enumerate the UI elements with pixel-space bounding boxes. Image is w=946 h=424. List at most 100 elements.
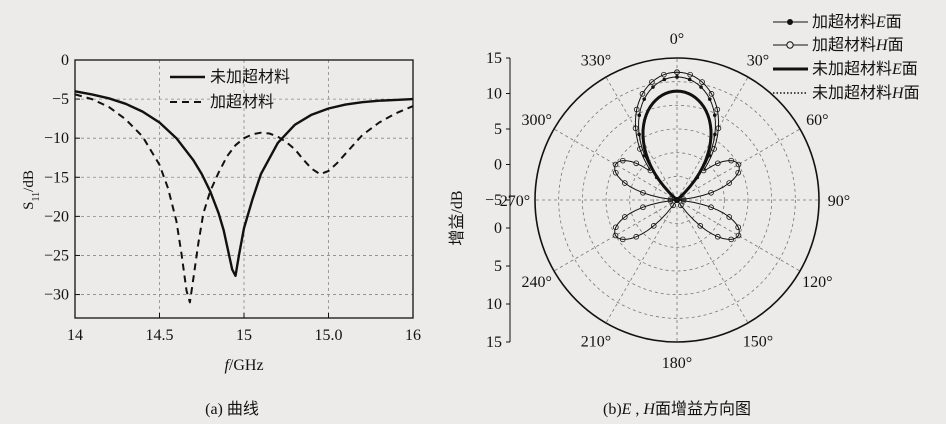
polar-angle-label: 270°: [500, 193, 530, 210]
polar-line-h-loaded-marker: [620, 236, 626, 243]
polar-line-h-loaded-marker: [613, 224, 619, 231]
polar-line-h-loaded-marker: [735, 232, 742, 239]
s11-ytick-label: −5: [52, 91, 69, 108]
polar-angle-label: 60°: [806, 112, 828, 129]
polar-line-h-loaded-marker: [613, 169, 619, 176]
s11-xlabel-unit: /GHz: [229, 357, 264, 374]
legend-h-loaded-letter: H: [875, 37, 889, 54]
legend-label-h-unloaded: 未加超材料H面: [812, 84, 920, 102]
polar-angle-label: 330°: [581, 53, 611, 70]
polar-angle-label: 120°: [802, 274, 832, 291]
polar-line-h-loaded-marker: [667, 196, 674, 203]
polar-series: [612, 69, 742, 243]
legend-e-unloaded-suffix: 面: [902, 61, 918, 78]
polar-line-h-loaded-marker: [715, 125, 722, 132]
polar-ring: [652, 175, 702, 225]
s11-xlabel-italic: f: [224, 357, 231, 374]
polar-line-e-loaded-marker: [713, 132, 717, 137]
polar-line-h-loaded-marker: [735, 224, 741, 231]
legend-label-h-loaded: 加超材料H面: [812, 36, 904, 54]
polar-line-e-loaded-marker: [675, 75, 679, 79]
polar-line-h-loaded-marker: [633, 160, 640, 167]
s11-xtick-label: 15.0: [315, 327, 343, 344]
legend-e-unloaded-prefix: 未加超材料: [812, 60, 892, 78]
s11-ticks: 14 14.5 15 15.0 16 0 −5 −10 −15 −20 −25 −30: [44, 52, 421, 344]
polar-line-h-loaded-marker: [670, 202, 676, 209]
polar-line-h-loaded-marker: [661, 71, 667, 78]
polar-radial-axis: 15 10 5 0 −5 0 5 10 15: [485, 50, 511, 351]
polar-radial-tick-label: 0: [494, 220, 502, 237]
legend-label-e-loaded: 加超材料E面: [812, 13, 902, 31]
polar-angle-label: 240°: [522, 274, 552, 291]
polar-line-h-loaded-marker: [640, 204, 646, 211]
polar-line-e-loaded-marker: [642, 97, 647, 101]
polar-line-h-loaded-marker: [726, 180, 733, 186]
legend-e-loaded-suffix: 面: [886, 14, 902, 31]
polar-angle-label: 90°: [828, 193, 850, 210]
polar-line-h-loaded-marker: [735, 161, 742, 168]
polar-line-h-loaded-marker: [650, 223, 657, 229]
polar-line-h-loaded-marker: [621, 180, 628, 186]
polar-angle-label: 180°: [662, 355, 692, 372]
polar-line-h-loaded-marker: [612, 232, 619, 239]
polar-line-e-loaded-marker: [687, 77, 692, 82]
legend-h-unloaded-prefix: 未加超材料: [812, 84, 892, 102]
s11-xtick-label: 14: [67, 327, 83, 344]
polar-angle-label: 30°: [747, 53, 769, 70]
s11-ytick-label: −20: [44, 208, 69, 225]
legend-label-e-unloaded: 未加超材料E面: [812, 60, 918, 78]
polar-line-e-loaded-marker: [637, 132, 641, 137]
polar-line-h-loaded-marker: [708, 189, 714, 196]
s11-ytick-label: 0: [61, 52, 69, 69]
polar-angle-label: 210°: [581, 333, 611, 350]
polar-ring: [605, 128, 749, 272]
s11-xtick-label: 15: [236, 327, 252, 344]
caption-b-comma: ,: [631, 401, 643, 418]
legend-e-loaded-prefix: 加超材料: [812, 13, 876, 31]
legend-h-loaded-suffix: 面: [888, 37, 904, 54]
s11-ylabel-main: S: [21, 201, 37, 209]
polar-line-h-loaded-marker: [687, 71, 693, 78]
polar-ring: [581, 104, 773, 296]
polar-line-h-loaded-marker: [633, 106, 640, 113]
polar-radial-tick-label: 15: [486, 334, 502, 351]
polar-angle-label: 0°: [670, 31, 684, 48]
polar-spoke: [605, 199, 678, 324]
polar-line-e-loaded-marker: [637, 113, 642, 118]
s11-line-unloaded: [74, 90, 414, 277]
polar-line-h-loaded-marker: [708, 91, 715, 97]
s11-ylabel-unit: /dB: [21, 170, 37, 192]
legend-marker-h-loaded: [786, 41, 794, 49]
polar-radial-tick-label: 10: [486, 296, 502, 313]
polar-line-h-loaded-marker: [699, 79, 705, 85]
polar-line-h-loaded-marker: [639, 91, 646, 97]
polar-line-h-loaded-marker: [632, 125, 639, 132]
s11-ylabel-sub: 11: [31, 192, 42, 202]
polar-grid: [534, 57, 820, 343]
legend-e-unloaded-letter: E: [891, 61, 902, 78]
s11-ytick-label: −30: [44, 287, 69, 304]
s11-xtick-label: 16: [405, 327, 421, 344]
s11-xlabel: f/GHz: [224, 357, 263, 374]
polar-line-h-loaded-marker: [649, 79, 655, 85]
caption-b-e: E: [621, 401, 632, 418]
legend-label-loaded: 加超材料: [210, 93, 274, 111]
s11-ylabel: S11/dB: [21, 170, 42, 210]
s11-line-loaded: [74, 93, 414, 304]
polar-radial-tick-label: 15: [486, 50, 502, 67]
caption-a: (a) 曲线: [205, 400, 259, 418]
polar-angle-label: 150°: [743, 333, 773, 350]
polar-line-h-loaded-marker: [714, 233, 721, 240]
caption-b-h: H: [642, 401, 656, 418]
polar-line-h-loaded-marker: [612, 161, 619, 168]
polar-line-h-loaded-marker: [640, 189, 646, 196]
polar-line-h-loaded-marker: [728, 236, 734, 243]
polar-angle-label: 300°: [522, 112, 552, 129]
polar-line-h-loaded-marker: [637, 146, 643, 152]
polar-radial-tick-label: 10: [486, 86, 502, 103]
legend-label-unloaded: 未加超材料: [210, 68, 290, 86]
polar-line-e-loaded-marker: [712, 113, 717, 118]
polar-line-h-loaded-marker: [711, 146, 717, 152]
s11-series: [74, 90, 414, 304]
